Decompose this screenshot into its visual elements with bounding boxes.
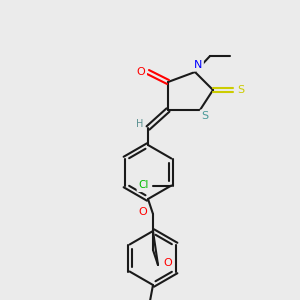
- Text: O: O: [164, 258, 172, 268]
- Text: S: S: [237, 85, 244, 95]
- Text: O: O: [139, 207, 147, 217]
- Text: H: H: [136, 119, 144, 129]
- Text: O: O: [136, 67, 146, 77]
- Text: N: N: [194, 60, 202, 70]
- Text: S: S: [201, 111, 208, 121]
- Text: Cl: Cl: [138, 181, 148, 190]
